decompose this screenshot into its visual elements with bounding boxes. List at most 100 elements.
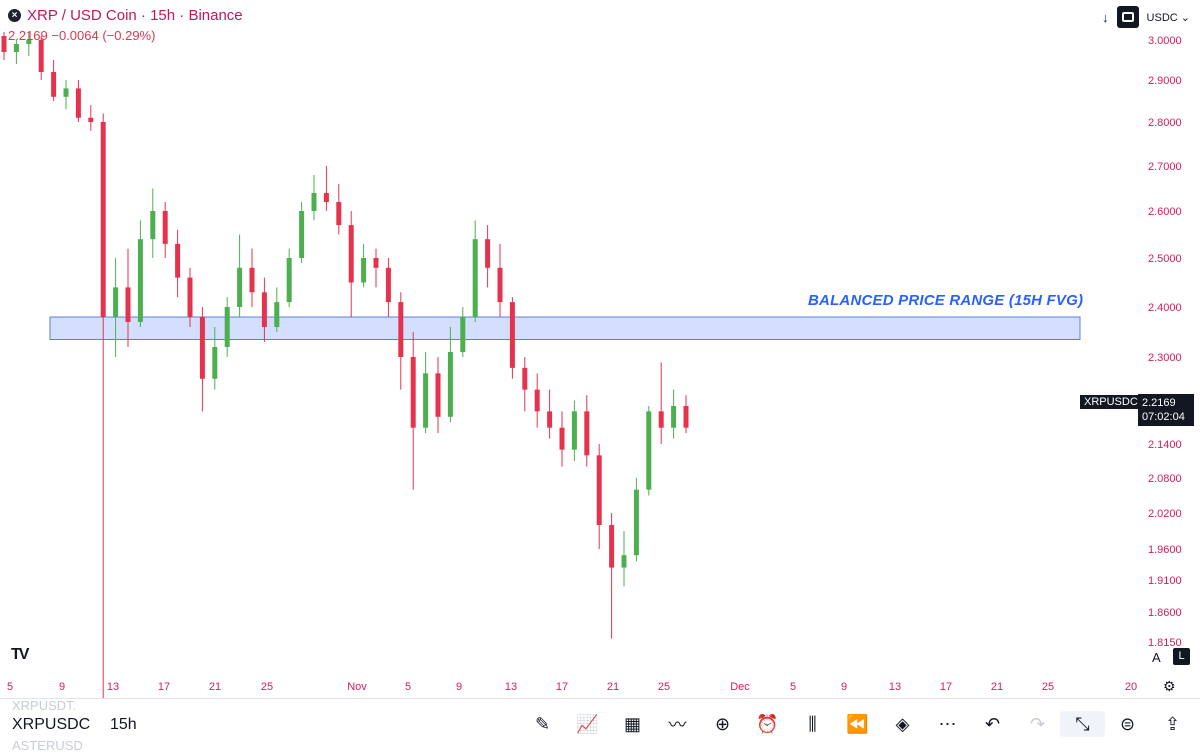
- compare-icon[interactable]: 〰: [668, 715, 687, 735]
- x-tick-label: 5: [405, 681, 411, 693]
- log-scale-toggle[interactable]: L: [1173, 648, 1190, 665]
- candle-body: [1, 36, 7, 52]
- chart-type-icon[interactable]: 📈: [576, 713, 599, 734]
- x-tick-label: 21: [209, 681, 221, 693]
- candle: [559, 411, 565, 467]
- candle-body: [509, 302, 515, 368]
- alert-icon[interactable]: ⏰: [756, 713, 779, 734]
- candle: [113, 258, 119, 357]
- x-tick-label: 13: [505, 681, 517, 693]
- candle-body: [175, 243, 181, 278]
- candle-body: [385, 267, 391, 303]
- currency-label: USDC: [1146, 11, 1178, 24]
- gear-icon[interactable]: ⚙: [1163, 678, 1176, 694]
- candle-body: [646, 411, 652, 490]
- tradingview-logo[interactable]: TV: [11, 646, 30, 663]
- x-tick-label: 25: [1042, 681, 1054, 693]
- symbol-price-tag: XRPUSDC: [1080, 395, 1142, 409]
- candle-body: [609, 525, 615, 568]
- candle: [63, 80, 69, 110]
- candle: [261, 277, 267, 342]
- candle: [485, 225, 491, 288]
- fvg-zone[interactable]: [49, 316, 1081, 340]
- redo-icon[interactable]: ↷: [1029, 713, 1046, 734]
- y-tick-label: 2.3000: [1148, 352, 1182, 364]
- x-tick-label: Dec: [730, 681, 750, 693]
- candle-body: [274, 302, 280, 327]
- candle-body: [125, 287, 131, 322]
- candle-body: [522, 367, 528, 390]
- x-circle-icon[interactable]: ×: [8, 9, 21, 22]
- candle-body: [88, 117, 94, 122]
- candle-body: [683, 405, 689, 428]
- candle-body: [13, 44, 19, 52]
- replay-icon[interactable]: ⏪: [846, 713, 869, 734]
- y-tick-label: 1.9600: [1148, 544, 1182, 556]
- pencil-icon[interactable]: ✎: [534, 713, 551, 734]
- fullscreen-icon[interactable]: [1116, 6, 1139, 28]
- candle-body: [336, 202, 342, 226]
- share-icon[interactable]: ⇪: [1164, 713, 1181, 734]
- exit-fullscreen-icon[interactable]: ⤡: [1060, 711, 1105, 737]
- candle: [398, 292, 404, 390]
- candle-body: [75, 88, 81, 118]
- y-tick-label: 2.0800: [1148, 473, 1182, 485]
- candle: [460, 307, 466, 357]
- candle: [249, 248, 255, 307]
- candle: [509, 297, 515, 379]
- candle-body: [571, 411, 577, 450]
- candle-body: [398, 302, 404, 357]
- arrow-down-icon[interactable]: ↓: [1102, 9, 1109, 25]
- y-tick-label: 2.5000: [1148, 253, 1182, 265]
- fvg-label[interactable]: BALANCED PRICE RANGE (15H FVG): [808, 292, 1084, 309]
- candle: [621, 531, 627, 587]
- currency-select[interactable]: USDC ⌄: [1146, 11, 1190, 24]
- x-tick-label: 21: [607, 681, 619, 693]
- candle: [187, 267, 193, 327]
- more-icon[interactable]: ⋯: [938, 713, 957, 734]
- symbol-title[interactable]: XRP / USD Coin · 15h · Binance: [27, 7, 243, 24]
- candle-body: [497, 267, 503, 303]
- tool-row: ✎ 📈 ▦ 〰 ⊕ ⏰ ⫼ ⏪ ◈ ⋯: [520, 711, 970, 737]
- candle: [472, 220, 478, 322]
- x-tick-label: 21: [991, 681, 1003, 693]
- candle-body: [323, 193, 329, 202]
- x-tick-label: 25: [658, 681, 670, 693]
- candle-body: [137, 239, 143, 322]
- candle-body: [249, 267, 255, 293]
- add-icon[interactable]: ⊕: [714, 713, 731, 734]
- candle: [323, 166, 329, 211]
- indicators-icon[interactable]: ▦: [623, 713, 641, 734]
- y-tick-label: 2.1400: [1148, 439, 1182, 451]
- candle: [361, 243, 367, 288]
- candle-body: [286, 258, 292, 303]
- undo-icon[interactable]: ↶: [984, 713, 1001, 734]
- candle: [385, 258, 391, 317]
- candle-body: [633, 489, 639, 556]
- candle: [100, 113, 106, 698]
- x-tick-label: 9: [59, 681, 65, 693]
- candle-body: [311, 193, 317, 211]
- candle: [547, 389, 553, 439]
- auto-scale-toggle[interactable]: A: [1152, 650, 1161, 665]
- candle: [633, 478, 639, 562]
- y-tick-label: 2.7000: [1148, 161, 1182, 173]
- candle-body: [423, 373, 429, 428]
- price-chart[interactable]: 3.0000 2.9000 2.8000 2.7000 2.6000 2.5000 2.40…: [0, 0, 1200, 698]
- candle: [311, 175, 317, 221]
- candle-icon[interactable]: ⫼: [808, 713, 817, 734]
- symbol-select[interactable]: XRPUSDC: [12, 716, 91, 733]
- interval-select[interactable]: 15h: [110, 716, 137, 733]
- add-alert-icon[interactable]: ⊜: [1119, 713, 1136, 734]
- candle: [125, 248, 131, 347]
- y-tick-label: 2.8000: [1148, 117, 1182, 129]
- candle-body: [150, 211, 156, 240]
- candle-body: [547, 411, 553, 428]
- candle-body: [534, 389, 540, 412]
- candle-body: [212, 347, 218, 379]
- layers-icon[interactable]: ◈: [895, 713, 910, 734]
- candle-body: [472, 239, 478, 317]
- candle-body: [584, 411, 590, 456]
- y-tick-label: 3.0000: [1148, 35, 1182, 47]
- candle: [88, 105, 94, 131]
